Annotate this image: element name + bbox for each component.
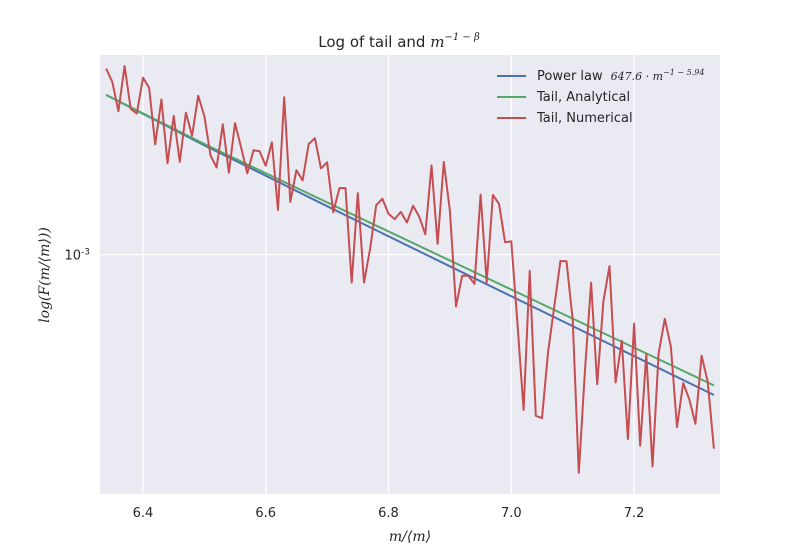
legend-label-tail-analytical: Tail, Analytical bbox=[536, 90, 630, 105]
chart-title: Log of tail and m−1 − β bbox=[318, 32, 480, 51]
x-tick-label: 7.0 bbox=[501, 506, 522, 521]
x-axis-ticks: 6.4 6.6 6.8 7.0 7.2 bbox=[133, 506, 645, 521]
x-tick-label: 6.8 bbox=[378, 506, 399, 521]
legend: Power law 647.6 · m−1 − 5.94 Tail, Analyt… bbox=[497, 68, 704, 126]
x-axis-label: m/⟨m⟩ bbox=[389, 529, 431, 545]
series-line-tail-numerical bbox=[105, 65, 715, 474]
y-axis-ticks: 10-3 bbox=[64, 248, 90, 264]
plot-background bbox=[100, 55, 720, 494]
y-tick-label: 10-3 bbox=[64, 248, 90, 264]
gridlines bbox=[100, 55, 720, 494]
chart-title-math: m bbox=[430, 33, 444, 51]
x-tick-label: 6.6 bbox=[255, 506, 276, 521]
series-layer bbox=[105, 65, 715, 474]
chart-title-text: Log of tail and bbox=[318, 33, 425, 51]
legend-power-law-formula: 647.6 · m bbox=[611, 70, 663, 83]
y-axis-label: log(F(m/⟨m⟩)) bbox=[37, 227, 53, 323]
legend-label-power-law-text: Power law bbox=[537, 69, 603, 84]
legend-label-tail-numerical: Tail, Numerical bbox=[536, 111, 633, 126]
legend-label-power-law: Power law 647.6 · m−1 − 5.94 bbox=[537, 68, 704, 84]
x-tick-label: 6.4 bbox=[133, 506, 154, 521]
legend-power-law-exponent: −1 − 5.94 bbox=[663, 68, 704, 77]
series-line-tail-analytical bbox=[105, 94, 715, 387]
chart-title-exponent: −1 − β bbox=[444, 32, 479, 43]
x-tick-label: 7.2 bbox=[624, 506, 645, 521]
